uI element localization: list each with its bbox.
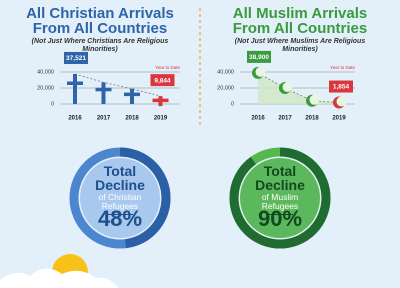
- trend-line: [257, 72, 340, 103]
- cross-marker: [95, 82, 112, 104]
- y-tick-label: 0: [51, 101, 54, 107]
- donut-inner: [80, 158, 160, 238]
- x-tick-label: 2016: [68, 116, 82, 122]
- cross-bar: [152, 98, 169, 103]
- callout-box: [247, 50, 271, 63]
- x-tick-label: 2016: [251, 116, 265, 122]
- chart-subtitle: (Not Just Where Christians Are Religious…: [31, 38, 169, 53]
- y-tick-label: 20,000: [217, 85, 234, 91]
- donut-subtitle: of Muslim Refugees: [261, 192, 299, 211]
- callout-box: [329, 80, 353, 93]
- y-tick-label: 0: [231, 101, 234, 107]
- crescent-marker: [279, 82, 293, 94]
- chart-title: All Muslim Arrivals From All Countries: [232, 5, 368, 37]
- cross-marker: [67, 73, 83, 104]
- x-tick-label: 2019: [154, 116, 168, 122]
- donut-arc: [69, 147, 171, 249]
- donut-title: Total Decline: [255, 163, 305, 193]
- crescent-marker: [306, 94, 320, 107]
- chart-subtitle: (Not Just Where Muslims Are Religious Mi…: [234, 38, 366, 53]
- callout-box: [150, 74, 175, 87]
- chart-title: All Christian Arrivals From All Countrie…: [26, 5, 174, 37]
- donut-value: 48%: [97, 206, 143, 231]
- donut-value: 90%: [257, 206, 303, 231]
- annotation: Year to Date: [155, 65, 180, 70]
- data-label: 1,854: [333, 84, 350, 91]
- x-tick-label: 2019: [332, 116, 346, 122]
- x-tick-label: 2017: [97, 116, 111, 122]
- x-tick-label: 2018: [305, 116, 319, 122]
- donut-title: Total Decline: [95, 163, 145, 193]
- data-label: 37,521: [66, 55, 86, 62]
- cross-bar: [67, 81, 83, 85]
- donut-arc: [229, 147, 331, 249]
- crescent-marker: [333, 96, 347, 109]
- cross-marker: [124, 88, 140, 104]
- data-label: 9,844: [154, 77, 171, 84]
- callout-box: [64, 51, 88, 64]
- donut-rule: [107, 214, 133, 215]
- cross-marker: [152, 96, 169, 107]
- cross-bar: [124, 92, 140, 97]
- annotation: Year to Date: [330, 65, 355, 70]
- cross-stem: [101, 82, 106, 104]
- crescent-inner: [255, 66, 266, 77]
- crescent-marker: [252, 66, 266, 79]
- donut-subtitle: of Christian Refugees: [98, 192, 142, 211]
- cross-bar: [95, 87, 112, 92]
- donut-inner: [240, 158, 320, 238]
- cloud: [0, 268, 118, 288]
- data-label: 38,900: [249, 54, 269, 61]
- crescent-inner: [309, 94, 320, 105]
- cross-stem: [130, 88, 134, 104]
- area: [258, 72, 339, 104]
- trend-line: [74, 73, 161, 97]
- x-tick-label: 2018: [125, 116, 139, 122]
- donut-rule: [267, 214, 293, 215]
- cross-stem: [73, 73, 77, 104]
- crescent-inner: [336, 96, 347, 107]
- crescent-inner: [282, 82, 293, 92]
- x-tick-label: 2017: [278, 116, 292, 122]
- y-tick-label: 20,000: [37, 85, 54, 91]
- y-tick-label: 40,000: [37, 69, 54, 75]
- y-tick-label: 40,000: [217, 69, 234, 75]
